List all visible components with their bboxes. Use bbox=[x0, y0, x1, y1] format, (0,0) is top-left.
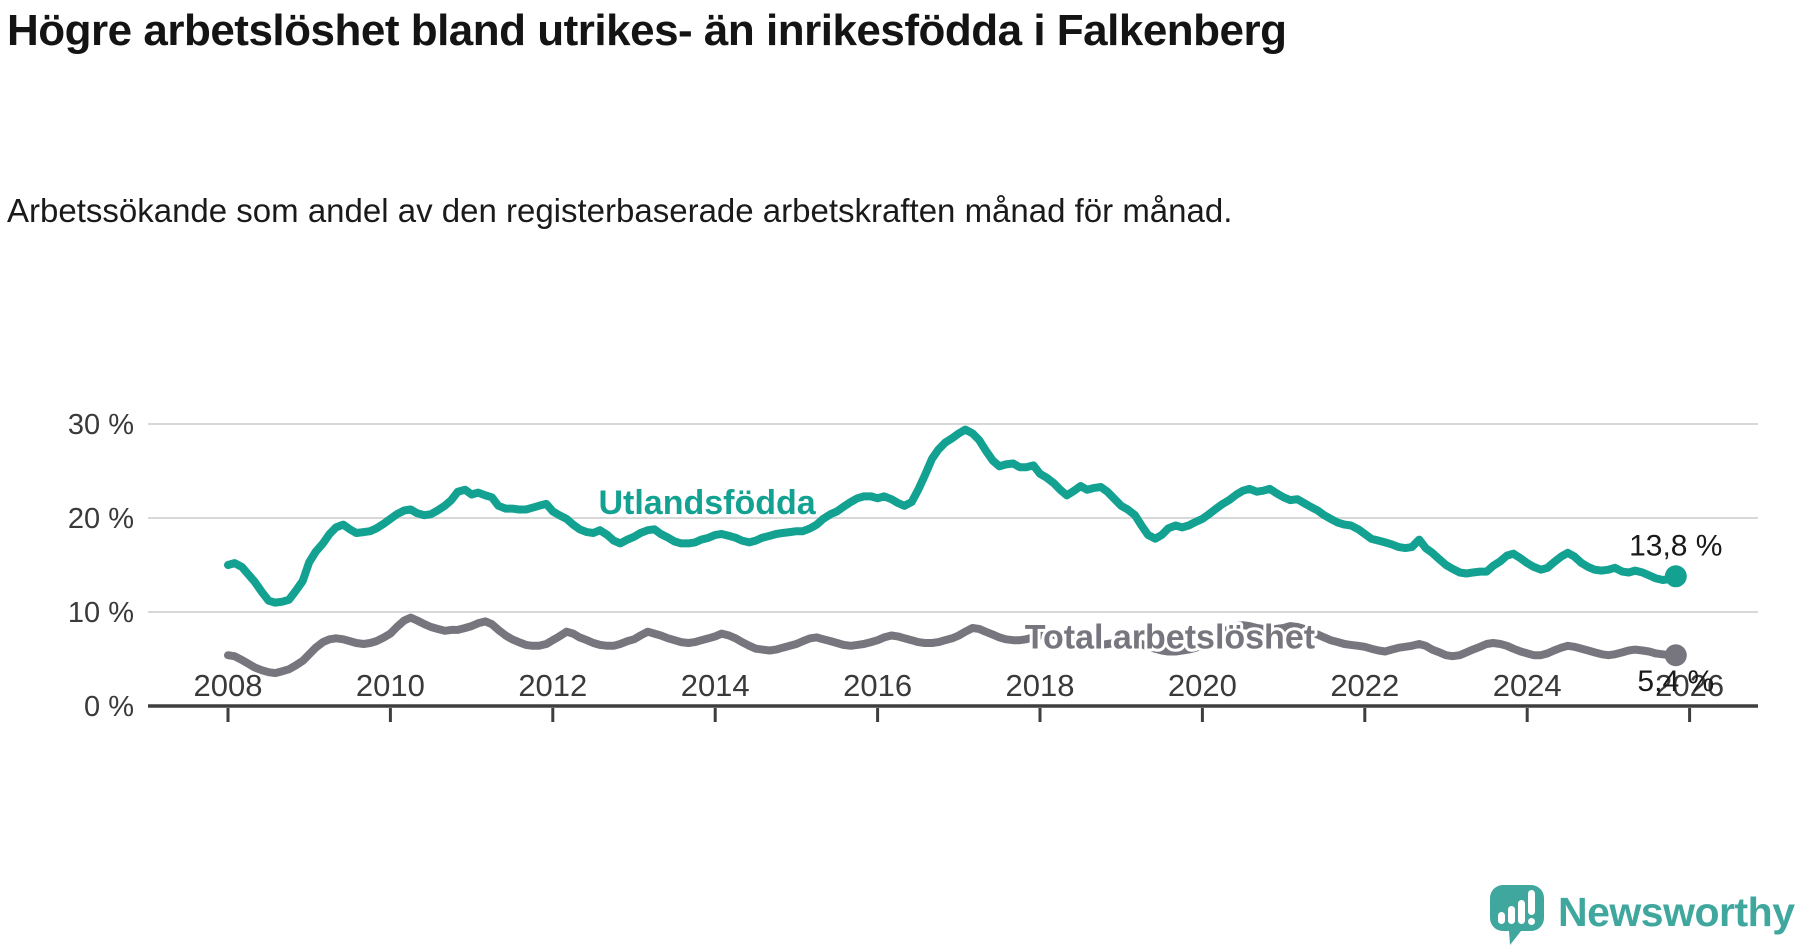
series-label: Total arbetslöshet bbox=[1025, 619, 1315, 657]
x-axis-label: 2020 bbox=[1168, 668, 1237, 703]
x-axis-label: 2018 bbox=[1006, 668, 1075, 703]
x-axis-label: 2022 bbox=[1330, 668, 1399, 703]
newsworthy-branding: Newsworthy bbox=[1489, 884, 1795, 946]
page-subtitle: Arbetssökande som andel av den registerb… bbox=[7, 192, 1233, 229]
series-end-dot bbox=[1664, 565, 1687, 588]
y-axis-label: 0 % bbox=[84, 691, 134, 723]
series-end-value-label: 5,4 % bbox=[1637, 665, 1714, 698]
series-end-dot bbox=[1664, 644, 1687, 667]
page-title: Högre arbetslöshet bland utrikes- än inr… bbox=[7, 6, 1287, 55]
x-axis-label: 2026 bbox=[1655, 668, 1724, 703]
newsworthy-logo-icon bbox=[1490, 885, 1544, 945]
x-axis-label: 2010 bbox=[356, 668, 425, 703]
x-axis-label: 2024 bbox=[1493, 668, 1562, 703]
series-label: Utlandsfödda bbox=[598, 484, 816, 522]
y-axis-label: 20 % bbox=[68, 503, 134, 535]
x-axis-label: 2012 bbox=[518, 668, 587, 703]
y-axis-label: 30 % bbox=[68, 409, 134, 441]
x-axis-label: 2008 bbox=[194, 668, 263, 703]
brand-name: Newsworthy bbox=[1558, 888, 1795, 935]
y-axis-label: 10 % bbox=[68, 597, 134, 629]
series-line-utlandsfodda bbox=[224, 425, 1680, 607]
x-axis-label: 2016 bbox=[843, 668, 912, 703]
series-end-value-label: 13,8 % bbox=[1629, 529, 1722, 562]
x-axis-label: 2014 bbox=[681, 668, 750, 703]
series-line-total bbox=[224, 613, 1680, 678]
